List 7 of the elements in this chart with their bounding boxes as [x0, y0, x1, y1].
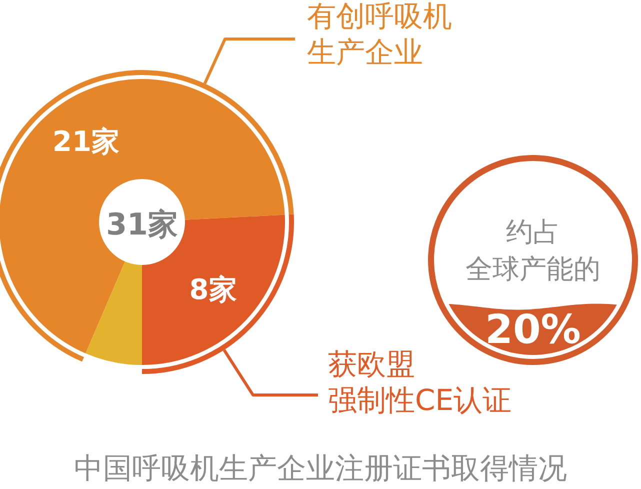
data-label: 21家 — [52, 125, 120, 158]
data-label: 8家 — [189, 273, 237, 306]
text: 约占全球产能的 — [466, 217, 600, 285]
donut-slice — [86, 262, 142, 365]
text: 31家 — [106, 208, 178, 242]
text: 中国呼吸机生产企业注册证书取得情况 — [74, 451, 567, 485]
slice-label: 有创呼吸机生产企业 — [307, 0, 452, 69]
